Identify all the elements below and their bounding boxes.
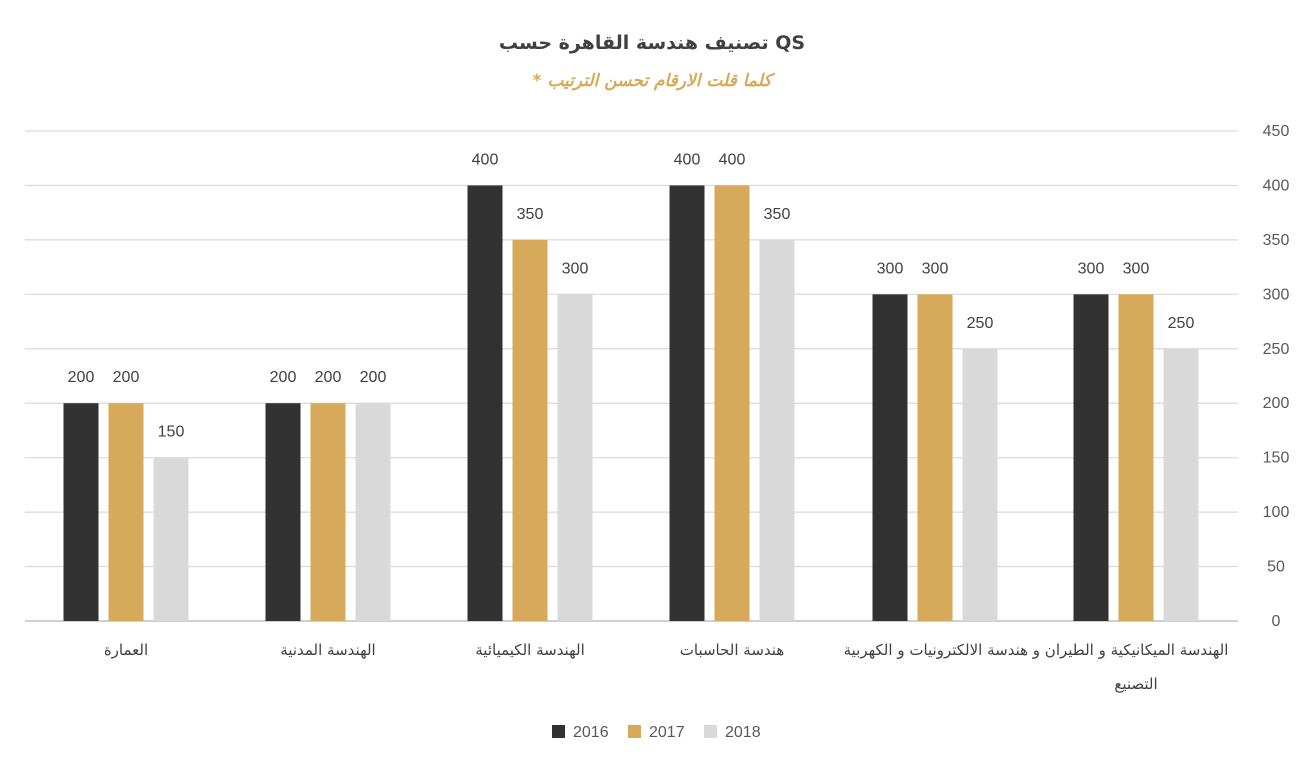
- bar-2016: [467, 185, 503, 621]
- bar-2018: [153, 457, 189, 621]
- y-axis: 0 50 100 150 200 250 300 350 400 450: [1263, 123, 1290, 630]
- bar-2017: [714, 185, 750, 621]
- bar-2017: [310, 403, 346, 621]
- bar-2018: [759, 239, 795, 621]
- data-label: 200: [68, 369, 95, 386]
- x-axis: العمارة الهندسة المدنية الهندسة الكيميائية…: [104, 641, 1229, 693]
- data-label: 250: [967, 315, 994, 332]
- bar-2016: [265, 403, 301, 621]
- bar-2017: [108, 403, 144, 621]
- data-label: 350: [764, 206, 791, 223]
- bar-2017: [512, 239, 548, 621]
- chart-subtitle: * كلما قلت الارقام تحسن الترتيب: [533, 71, 776, 91]
- legend-label: 2017: [649, 724, 685, 741]
- category-label: الهندسة الكيميائية: [475, 641, 585, 659]
- bar-2016: [872, 294, 908, 621]
- data-label: 200: [315, 369, 342, 386]
- legend-label: 2018: [725, 724, 761, 741]
- data-label: 200: [360, 369, 387, 386]
- bar-2018: [557, 294, 593, 621]
- data-label: 200: [270, 369, 297, 386]
- y-tick-label: 400: [1263, 177, 1290, 194]
- data-label: 400: [719, 151, 746, 168]
- y-tick-label: 350: [1263, 232, 1290, 249]
- bar-2018: [1163, 348, 1199, 621]
- bar-2017: [917, 294, 953, 621]
- data-label: 200: [113, 369, 140, 386]
- data-label: 350: [517, 206, 544, 223]
- data-label: 300: [922, 260, 949, 277]
- category-label: الهندسة الميكانيكية و الطيران و هندسة ال…: [844, 641, 1229, 659]
- legend-swatch-2018: [704, 725, 717, 738]
- data-label: 300: [1078, 260, 1105, 277]
- y-tick-label: 450: [1263, 123, 1290, 140]
- category-label: التصنيع: [1114, 675, 1157, 693]
- data-label: 400: [472, 151, 499, 168]
- gridlines: [25, 130, 1238, 622]
- y-tick-label: 200: [1263, 395, 1290, 412]
- y-tick-label: 0: [1272, 613, 1281, 630]
- bar-2016: [669, 185, 705, 621]
- y-tick-label: 250: [1263, 341, 1290, 358]
- y-tick-label: 50: [1267, 559, 1285, 576]
- data-label: 300: [877, 260, 904, 277]
- legend-swatch-2016: [552, 725, 565, 738]
- data-label: 300: [562, 260, 589, 277]
- bar-2017: [1118, 294, 1154, 621]
- legend-label: 2016: [573, 724, 609, 741]
- chart-title: تصنيف هندسة القاهرة حسب QS: [499, 32, 805, 54]
- y-tick-label: 300: [1263, 286, 1290, 303]
- data-label: 250: [1168, 315, 1195, 332]
- data-labels: 200 200 150 200 200 200 400 350 300 400 400 350 300 3…: [68, 151, 1195, 440]
- bars: [63, 185, 1199, 621]
- category-label: العمارة: [104, 641, 148, 659]
- y-tick-label: 100: [1263, 504, 1290, 521]
- bar-2016: [1073, 294, 1109, 621]
- legend: 2016 2017 2018: [552, 724, 761, 741]
- data-label: 150: [158, 424, 185, 441]
- category-label: هندسة الحاسبات: [680, 641, 785, 659]
- bar-2016: [63, 403, 99, 621]
- bar-2018: [962, 348, 998, 621]
- y-tick-label: 150: [1263, 450, 1290, 467]
- data-label: 400: [674, 151, 701, 168]
- data-label: 300: [1123, 260, 1150, 277]
- category-label: الهندسة المدنية: [280, 641, 375, 659]
- bar-2018: [355, 403, 391, 621]
- legend-swatch-2017: [628, 725, 641, 738]
